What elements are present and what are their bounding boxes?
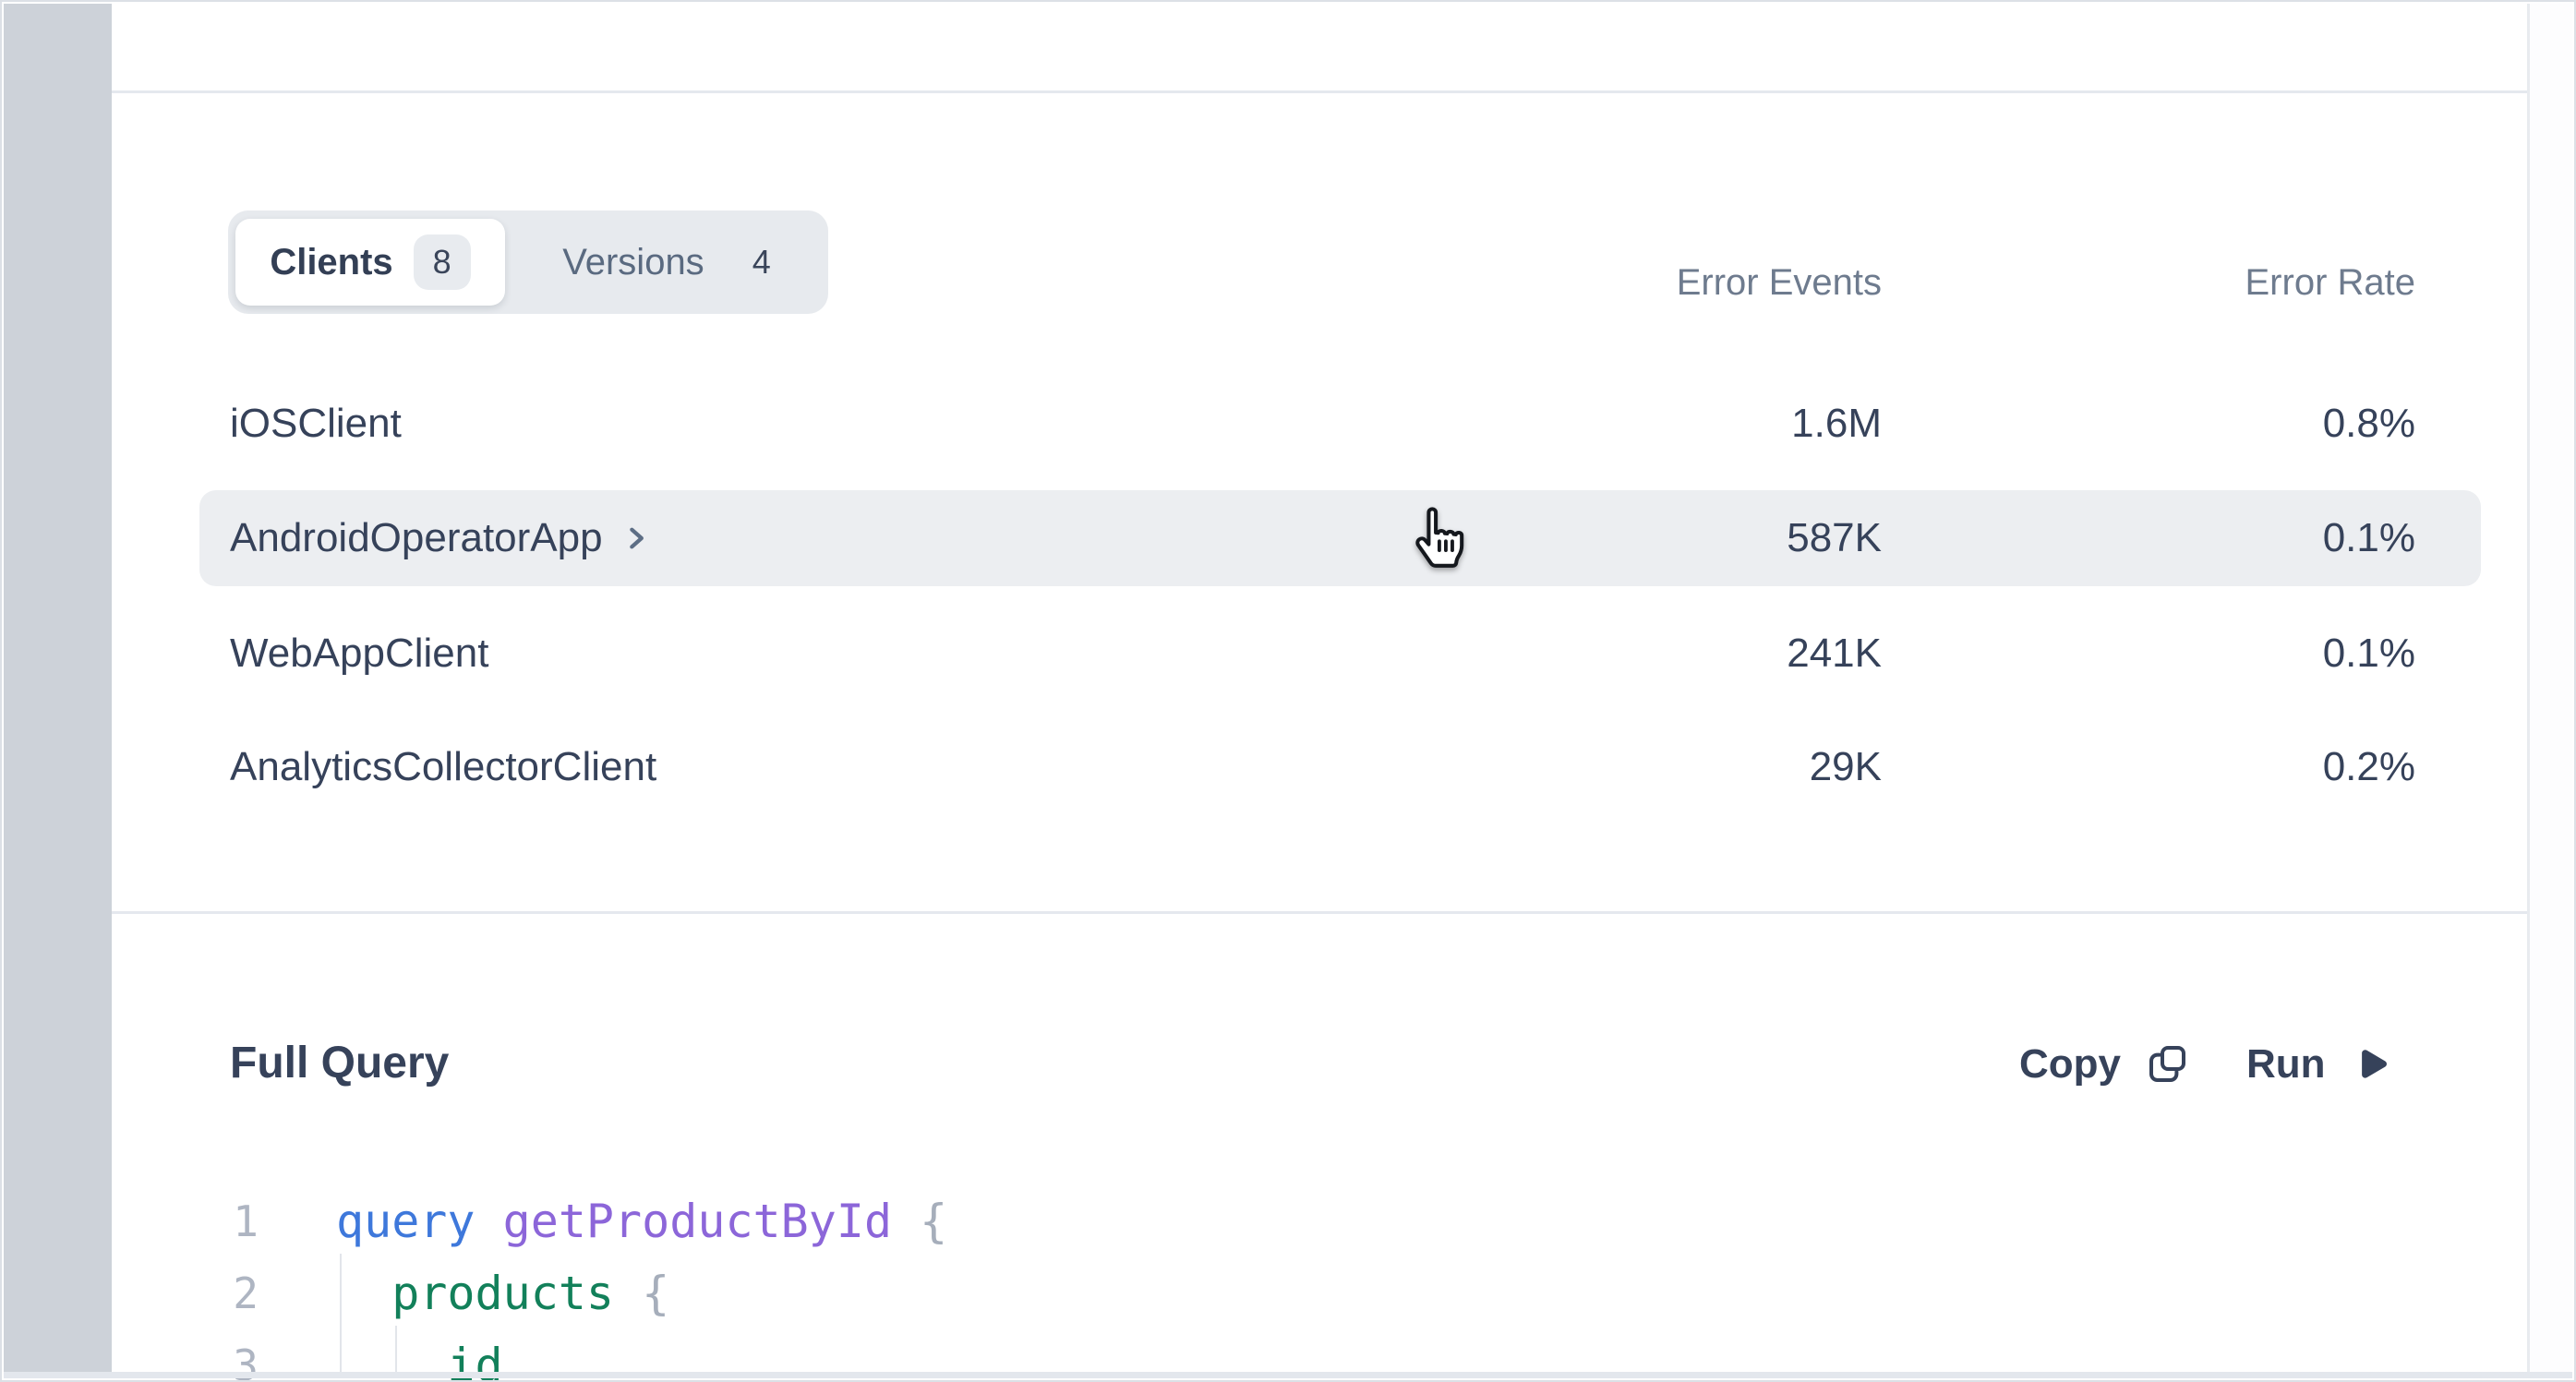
- tab-versions-count: 4: [752, 243, 771, 281]
- query-actions: Copy Run: [2019, 1036, 2389, 1093]
- tab-clients[interactable]: Clients 8: [235, 219, 505, 306]
- play-icon: [2350, 1045, 2389, 1084]
- client-name: WebAppClient: [230, 631, 489, 676]
- top-divider: [112, 90, 2527, 93]
- tab-clients-label: Clients: [270, 241, 393, 282]
- indent-guide: [395, 1326, 397, 1376]
- column-header-error-rate: Error Rate: [2245, 262, 2416, 303]
- horizontal-scrollbar[interactable]: [4, 1372, 2572, 1378]
- client-error-events: 29K: [1809, 744, 1882, 789]
- section-divider: [112, 911, 2527, 914]
- code-line: 1 query getProductById {: [2, 1185, 2519, 1257]
- client-name: AndroidOperatorApp: [230, 515, 603, 560]
- client-row[interactable]: iOSClient 1.6M 0.8%: [199, 375, 2481, 473]
- code-token-brace: {: [920, 1195, 948, 1248]
- code-token-operation-name: getProductById: [502, 1195, 893, 1248]
- indent-guide: [340, 1254, 342, 1376]
- code-line: 2 products {: [2, 1257, 2519, 1329]
- client-error-rate: 0.1%: [2322, 631, 2415, 676]
- client-error-events: 241K: [1787, 631, 1882, 676]
- run-button[interactable]: Run: [2246, 1041, 2389, 1088]
- clients-versions-tab-group: Clients 8 Versions 4: [228, 210, 828, 314]
- client-error-rate: 0.1%: [2322, 515, 2415, 560]
- line-number: 1: [233, 1196, 259, 1246]
- right-gutter: [2530, 4, 2572, 1372]
- tab-clients-count-badge: 8: [413, 234, 471, 290]
- client-error-rate: 0.2%: [2322, 744, 2415, 789]
- tab-versions-label: Versions: [562, 241, 704, 282]
- full-query-title: Full Query: [230, 1039, 450, 1088]
- chevron-right-icon: [623, 521, 649, 556]
- client-row[interactable]: AnalyticsCollectorClient 29K 0.2%: [199, 718, 2481, 816]
- vertical-scrollbar[interactable]: [4, 4, 112, 1376]
- line-number: 2: [233, 1268, 259, 1318]
- copy-button-label: Copy: [2019, 1041, 2121, 1087]
- code-token-field: products: [391, 1267, 615, 1320]
- copy-icon: [2145, 1042, 2189, 1087]
- client-row-hovered[interactable]: AndroidOperatorApp 587K 0.1%: [199, 490, 2481, 586]
- hand-pointer-cursor: [1407, 506, 1468, 577]
- client-error-events: 1.6M: [1791, 401, 1882, 446]
- client-error-events: 587K: [1787, 515, 1882, 560]
- copy-button[interactable]: Copy: [2019, 1041, 2189, 1088]
- client-row[interactable]: WebAppClient 241K 0.1%: [199, 605, 2481, 703]
- client-name: iOSClient: [230, 401, 402, 446]
- client-name: AnalyticsCollectorClient: [230, 744, 657, 789]
- tab-versions[interactable]: Versions 4: [505, 242, 828, 283]
- run-button-label: Run: [2246, 1041, 2326, 1087]
- code-token-keyword: query: [336, 1195, 475, 1248]
- code-token-brace: {: [642, 1267, 670, 1320]
- card-right-border: [2527, 4, 2530, 1372]
- client-error-rate: 0.8%: [2322, 401, 2415, 446]
- column-header-error-events: Error Events: [1676, 262, 1882, 303]
